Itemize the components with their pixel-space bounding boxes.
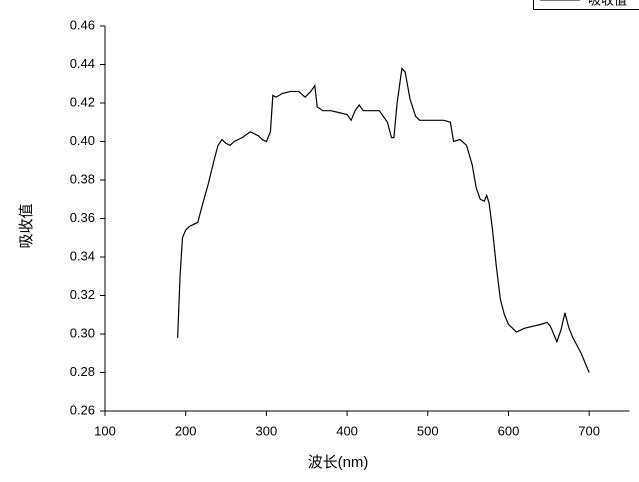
x-tick-label: 100 (94, 423, 116, 438)
y-tick-label: 0.42 (70, 94, 95, 109)
y-tick-label: 0.34 (70, 248, 95, 263)
x-tick-label: 600 (498, 423, 520, 438)
legend-box (533, 0, 639, 10)
data-line (177, 66, 590, 373)
x-tick-label: 500 (417, 423, 439, 438)
y-tick-label: 0.46 (70, 17, 95, 32)
x-tick-label: 400 (336, 423, 358, 438)
y-axis-label: 吸收值 (18, 203, 35, 248)
y-tick-label: 0.38 (70, 171, 95, 186)
y-tick-label: 0.40 (70, 133, 95, 148)
legend-label: 吸收值 (588, 0, 627, 7)
y-tick-label: 0.28 (70, 364, 95, 379)
x-axis-label: 波长(nm) (308, 454, 369, 471)
x-tick-label: 200 (175, 423, 197, 438)
y-tick-label: 0.44 (70, 56, 95, 71)
x-tick-label: 300 (256, 423, 278, 438)
x-tick-label: 700 (578, 423, 600, 438)
y-tick-label: 0.32 (70, 287, 95, 302)
y-tick-label: 0.36 (70, 210, 95, 225)
y-tick-label: 0.30 (70, 325, 95, 340)
y-tick-label: 0.26 (70, 402, 95, 417)
